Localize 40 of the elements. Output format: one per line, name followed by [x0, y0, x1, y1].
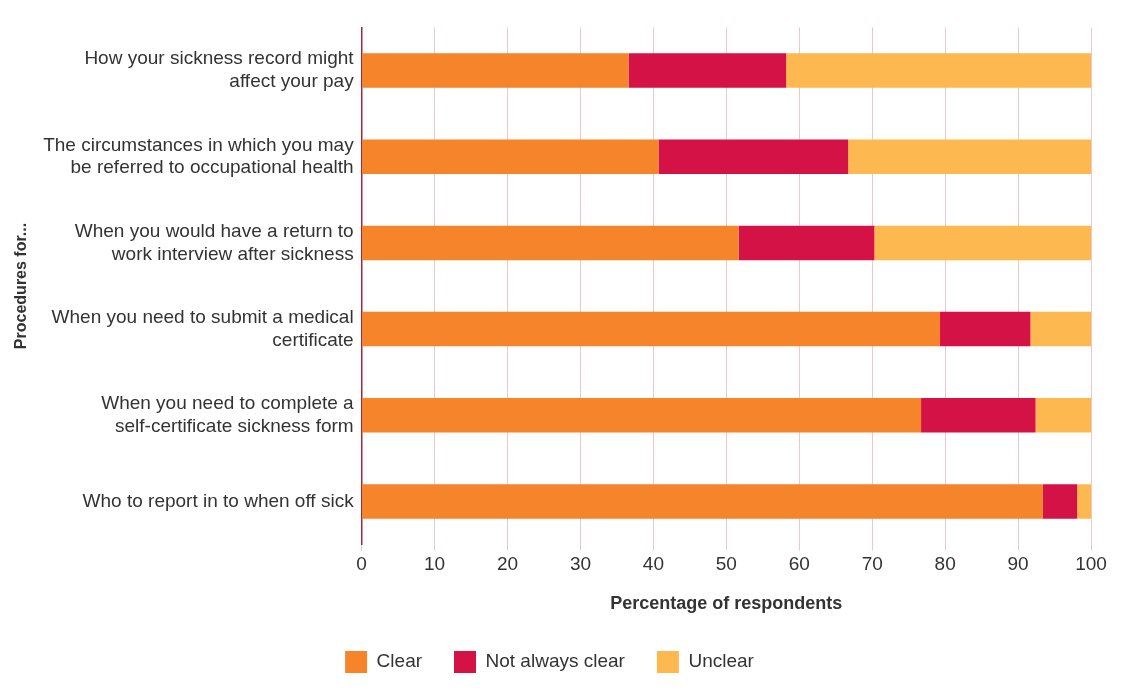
bar [362, 484, 1043, 519]
y-tick-label: Who to report in to when off sick [82, 489, 355, 511]
legend-label: Not always clear [485, 650, 626, 672]
y-tick-label: When you would have a return to work interview after sickness [74, 219, 354, 264]
x-tick-label: 70 [861, 553, 883, 575]
bar [848, 139, 1091, 174]
bar [1042, 484, 1078, 519]
bar [362, 139, 659, 174]
legend-label: Unclear [688, 650, 755, 672]
bar [362, 398, 922, 433]
y-tick-label: When you need to submit a medical certificate [51, 305, 354, 350]
x-tick-label: 10 [424, 553, 446, 575]
bar [362, 53, 629, 88]
x-tick-label: 40 [642, 553, 664, 575]
x-tick-label: 0 [356, 553, 367, 575]
y-tick-label: How your sickness record might affect your pay [84, 47, 355, 92]
bar [738, 225, 875, 261]
bar [874, 225, 1091, 261]
y-axis-title: Procedures for... [12, 222, 30, 350]
bar [1035, 398, 1091, 433]
x-tick-label: 50 [715, 553, 737, 575]
bar [921, 398, 1036, 433]
bar [786, 53, 1091, 88]
legend-label: Clear [376, 650, 423, 672]
x-tick-label: 30 [569, 553, 592, 575]
bar [658, 139, 849, 174]
bar [940, 311, 1031, 347]
x-axis-title: Percentage of respondents [610, 593, 843, 614]
bar [628, 53, 787, 88]
y-tick-label: The circumstances in which you may be referred to occupational health [43, 133, 355, 178]
bar [362, 225, 739, 261]
bar [1077, 484, 1091, 519]
x-tick-label: 20 [496, 553, 519, 575]
bar [362, 311, 941, 347]
y-tick-label: When you need to complete a self-certificate sickness form [101, 392, 355, 436]
x-tick-label: 100 [1075, 553, 1107, 575]
bar [1030, 311, 1091, 347]
x-tick-label: 60 [788, 553, 810, 575]
x-tick-label: 80 [934, 553, 956, 575]
x-tick-label: 90 [1007, 553, 1029, 575]
